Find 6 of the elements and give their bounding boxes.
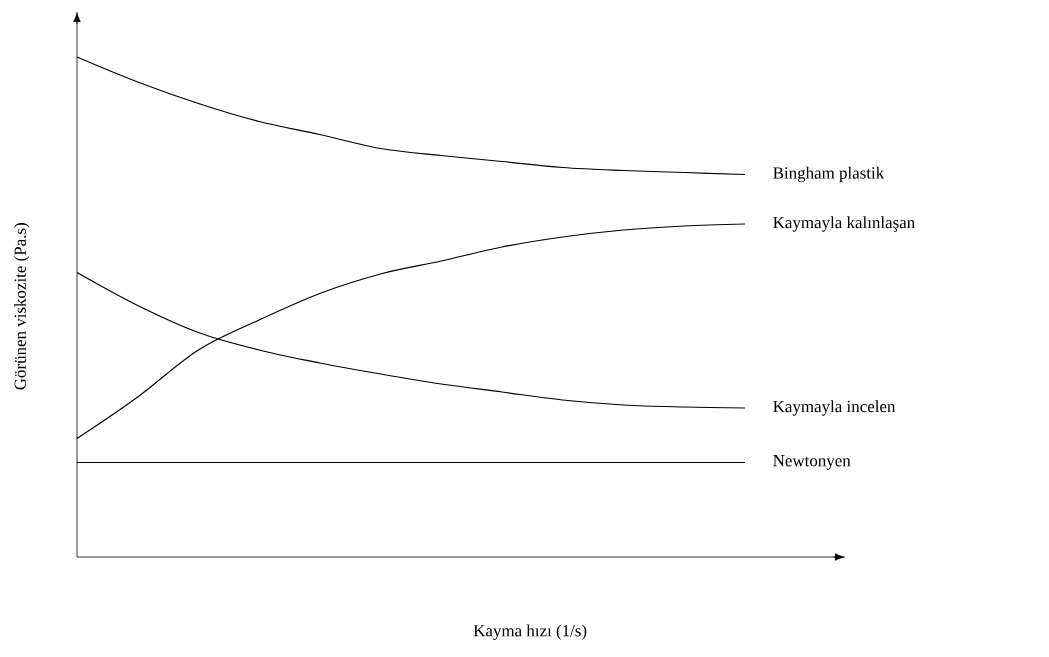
series-label: Kaymayla incelen <box>773 400 896 416</box>
x-axis-title: Kayma hızı (1/s) <box>473 624 587 640</box>
series-label: Kaymayla kalınlaşan <box>773 216 915 232</box>
series-label: Newtonyen <box>773 455 851 470</box>
series-label: Bingham plastik <box>773 166 885 183</box>
y-axis-title: Görünen viskozite (Pa.s) <box>14 223 30 390</box>
